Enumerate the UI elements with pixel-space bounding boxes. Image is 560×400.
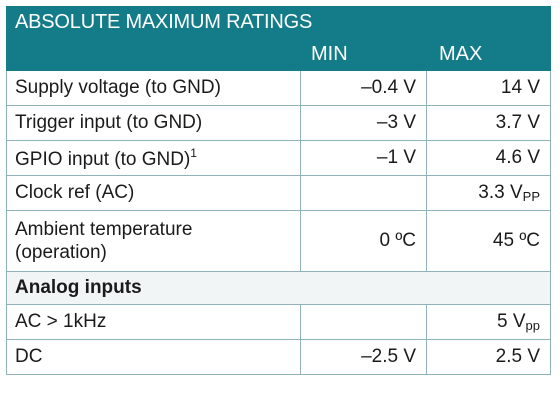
section-heading: Analog inputs <box>6 271 551 305</box>
param-cell: DC <box>6 339 301 375</box>
param-cell: Ambient temperature (operation) <box>6 210 301 272</box>
footnote-marker: 1 <box>190 145 197 160</box>
max-value: 5 V <box>497 311 526 332</box>
absolute-maximum-ratings-table: ABSOLUTE MAXIMUM RATINGS MIN MAX Supply … <box>6 6 551 375</box>
min-cell: –3 V <box>300 105 427 141</box>
param-label: DC <box>15 346 43 367</box>
min-cell: –0.4 V <box>300 70 427 106</box>
param-cell: GPIO input (to GND)1 <box>6 140 301 176</box>
max-cell: 5 Vpp <box>426 304 551 340</box>
max-value: 3.3 V <box>478 182 523 203</box>
param-cell: Trigger input (to GND) <box>6 105 301 141</box>
max-cell: 3.7 V <box>426 105 551 141</box>
table-title-row: ABSOLUTE MAXIMUM RATINGS <box>6 6 551 38</box>
column-header-row: MIN MAX <box>6 37 551 71</box>
max-cell: 3.3 VPP <box>426 175 551 211</box>
param-label: Trigger input (to GND) <box>15 112 203 133</box>
max-cell: 14 V <box>426 70 551 106</box>
max-cell: 45 ºC <box>426 210 551 272</box>
param-label: Ambient temperature (operation) <box>15 219 193 263</box>
table-title: ABSOLUTE MAXIMUM RATINGS <box>6 6 551 38</box>
unit-subscript: PP <box>522 189 540 204</box>
param-cell: Clock ref (AC) <box>6 175 301 211</box>
param-label: AC > 1kHz <box>15 311 107 332</box>
max-cell: 4.6 V <box>426 140 551 176</box>
min-cell: 0 ºC <box>300 210 427 272</box>
table-row: AC > 1kHz 5 Vpp <box>6 304 551 340</box>
min-cell <box>300 304 427 340</box>
param-label: Clock ref (AC) <box>15 182 135 203</box>
max-cell: 2.5 V <box>426 339 551 375</box>
table-row: Ambient temperature (operation) 0 ºC 45 … <box>6 210 551 272</box>
table-row: Supply voltage (to GND) –0.4 V 14 V <box>6 70 551 106</box>
table-row: Trigger input (to GND) –3 V 3.7 V <box>6 105 551 141</box>
min-cell: –2.5 V <box>300 339 427 375</box>
section-row: Analog inputs <box>6 271 551 305</box>
min-cell: –1 V <box>300 140 427 176</box>
table-row: DC –2.5 V 2.5 V <box>6 339 551 375</box>
max-column-header: MAX <box>426 37 551 71</box>
table-row: GPIO input (to GND)1 –1 V 4.6 V <box>6 140 551 176</box>
param-column-header <box>6 37 301 71</box>
unit-subscript: pp <box>525 318 540 333</box>
param-label: Supply voltage (to GND) <box>15 77 221 98</box>
min-cell <box>300 175 427 211</box>
table-row: Clock ref (AC) 3.3 VPP <box>6 175 551 211</box>
param-cell: Supply voltage (to GND) <box>6 70 301 106</box>
min-column-header: MIN <box>300 37 427 71</box>
param-cell: AC > 1kHz <box>6 304 301 340</box>
param-label: GPIO input (to GND) <box>15 148 191 170</box>
